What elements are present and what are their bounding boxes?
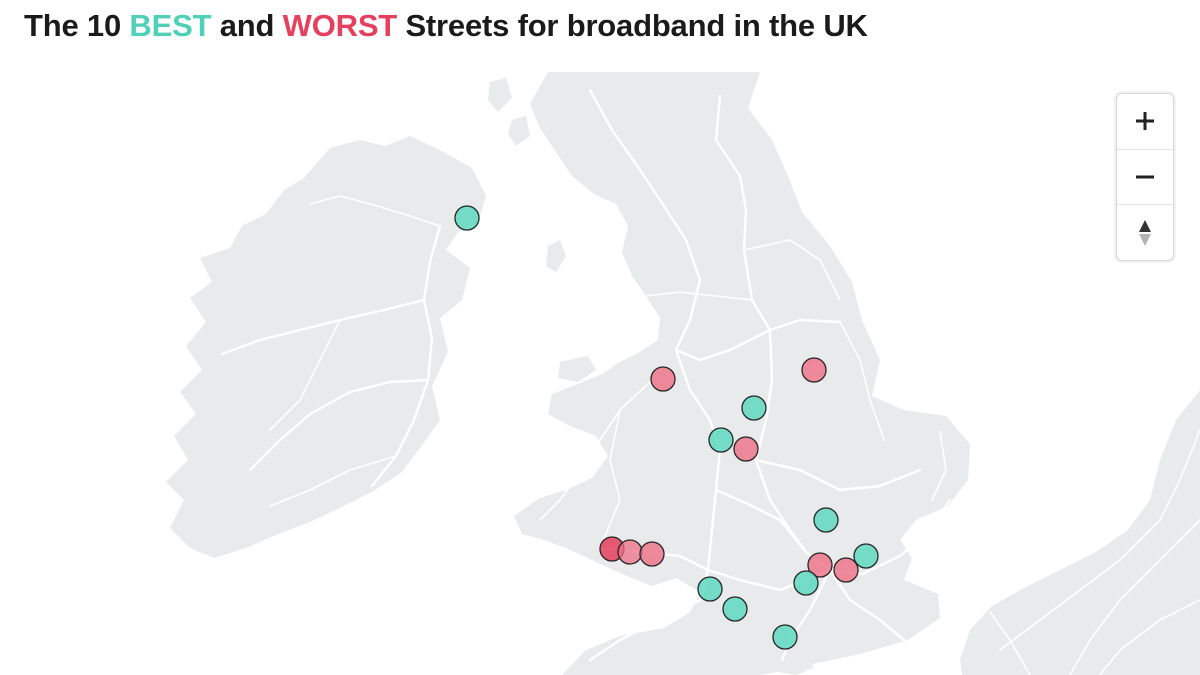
hebrides-island	[488, 78, 512, 112]
best-marker-wiltshire-2[interactable]	[722, 596, 748, 622]
title-best-word: BEST	[129, 8, 212, 43]
title-mid: and	[211, 8, 283, 43]
worst-marker-london[interactable]	[807, 552, 833, 578]
isle-of-man	[546, 240, 566, 272]
plus-icon	[1136, 112, 1154, 131]
marker-layer	[454, 205, 879, 650]
best-marker-essex[interactable]	[853, 543, 879, 569]
zoom-out-button[interactable]	[1117, 150, 1173, 206]
map-canvas[interactable]	[0, 72, 1200, 675]
great-britain-landmass	[514, 72, 970, 675]
continental-europe	[960, 390, 1200, 675]
worst-marker-south-wales-2[interactable]	[617, 539, 643, 565]
worst-marker-north-west[interactable]	[650, 366, 676, 392]
map-title: The 10 BEST and WORST Streets for broadb…	[24, 8, 868, 44]
arran-island	[508, 116, 530, 146]
map-navigation-control	[1116, 93, 1174, 261]
isle-of-wight	[778, 656, 814, 675]
best-marker-hampshire[interactable]	[772, 624, 798, 650]
title-prefix: The 10	[24, 8, 130, 43]
title-suffix: Streets for broadband in the UK	[397, 8, 868, 43]
worst-marker-south-wales-3[interactable]	[639, 541, 665, 567]
compass-icon	[1139, 219, 1151, 246]
title-worst-word: WORST	[282, 8, 398, 43]
reset-bearing-button[interactable]	[1117, 205, 1173, 260]
best-marker-northern-ireland[interactable]	[454, 205, 480, 231]
zoom-in-button[interactable]	[1117, 94, 1173, 150]
map[interactable]	[0, 72, 1200, 675]
road-network	[220, 88, 1200, 675]
best-marker-east-midlands[interactable]	[741, 395, 767, 421]
best-marker-east-of-england[interactable]	[813, 507, 839, 533]
minus-icon	[1136, 175, 1154, 179]
worst-marker-midlands[interactable]	[733, 436, 759, 462]
best-marker-west-midlands[interactable]	[708, 427, 734, 453]
anglesey	[558, 356, 596, 382]
best-marker-surrey[interactable]	[793, 570, 819, 596]
worst-marker-kent[interactable]	[833, 557, 859, 583]
best-marker-wiltshire-1[interactable]	[697, 576, 723, 602]
worst-marker-yorkshire[interactable]	[801, 357, 827, 383]
